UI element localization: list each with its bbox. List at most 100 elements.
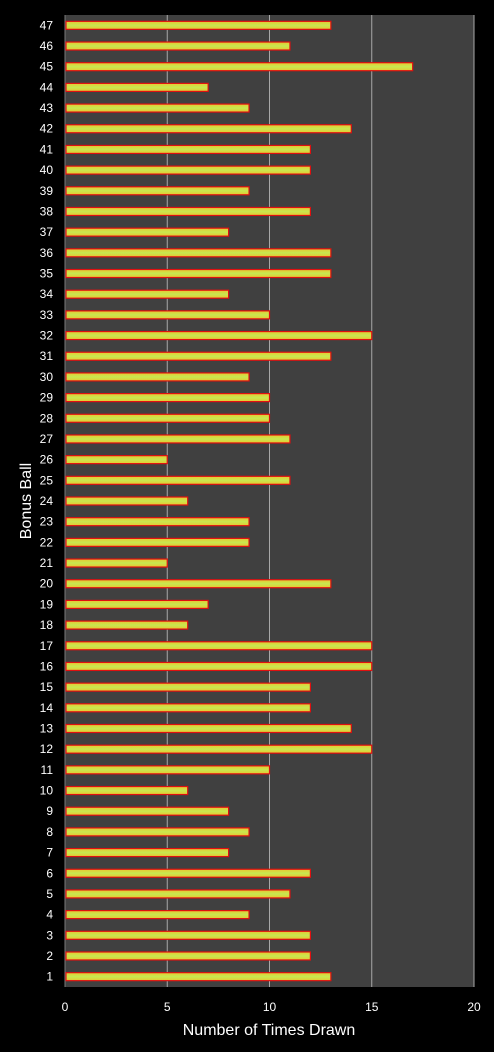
bar-ball-10 [65, 785, 189, 796]
bar-ball-34 [65, 289, 230, 299]
bar-ball-30 [65, 372, 250, 382]
y-tick-label: 32 [40, 329, 54, 343]
y-tick-label: 7 [46, 846, 53, 860]
bar-ball-47 [65, 20, 332, 30]
y-tick-label: 23 [40, 515, 54, 529]
x-tick-labels: 0 5 10 15 20 [62, 1000, 481, 1014]
bar-ball-36 [65, 248, 332, 258]
x-tick-label: 0 [62, 1000, 69, 1014]
bar-ball-11 [65, 765, 271, 775]
y-tick-label: 3 [46, 928, 53, 942]
y-tick-label: 44 [40, 80, 54, 94]
y-tick-label: 22 [40, 535, 54, 549]
y-tick-label: 33 [40, 308, 54, 322]
y-tick-label: 5 [46, 887, 53, 901]
x-tick-label: 20 [467, 1000, 481, 1014]
bar-ball-13 [65, 723, 352, 734]
y-tick-label: 19 [40, 597, 54, 611]
bar-ball-26 [65, 455, 168, 465]
bar-ball-4 [65, 910, 250, 920]
y-tick-label: 10 [40, 784, 54, 798]
bar-ball-31 [65, 351, 332, 361]
y-tick-label: 36 [40, 246, 54, 260]
bar-ball-37 [65, 227, 230, 237]
bar-ball-18 [65, 620, 189, 630]
bar-ball-39 [65, 186, 250, 196]
bar-ball-8 [65, 827, 250, 837]
y-tick-label: 27 [40, 432, 54, 446]
y-tick-label: 13 [40, 721, 54, 735]
y-tick-label: 46 [40, 39, 54, 53]
y-tick-label: 14 [40, 701, 54, 715]
y-tick-label: 9 [46, 804, 53, 818]
bar-ball-9 [65, 806, 230, 816]
y-tick-label: 41 [40, 142, 54, 156]
bar-ball-21 [65, 558, 168, 568]
y-tick-label: 2 [46, 949, 53, 963]
bar-ball-43 [65, 103, 250, 113]
bars [65, 20, 414, 982]
bar-ball-20 [65, 579, 332, 589]
y-tick-label: 26 [40, 453, 54, 467]
y-tick-label: 30 [40, 370, 54, 384]
y-tick-label: 15 [40, 680, 54, 694]
bar-ball-23 [65, 517, 250, 527]
bar-ball-35 [65, 268, 332, 279]
y-axis-title: Bonus Ball [18, 463, 35, 540]
x-tick-label: 10 [263, 1000, 277, 1014]
y-tick-label: 39 [40, 184, 54, 198]
bar-ball-41 [65, 144, 311, 155]
bar-ball-25 [65, 475, 291, 485]
gridlines [166, 15, 475, 987]
bar-ball-27 [65, 434, 291, 444]
bar-ball-3 [65, 930, 311, 940]
bar-ball-46 [65, 41, 291, 51]
y-tick-labels: 1234567891011121314151617181920212223242… [40, 18, 54, 983]
x-axis-title: Number of Times Drawn [183, 1022, 356, 1039]
bar-ball-6 [65, 868, 311, 878]
bar-ball-14 [65, 703, 311, 713]
y-tick-label: 24 [40, 494, 54, 508]
bar-ball-7 [65, 847, 230, 858]
bar-ball-24 [65, 496, 189, 506]
y-tick-label: 38 [40, 204, 54, 218]
bar-ball-5 [65, 889, 291, 899]
y-tick-label: 28 [40, 411, 54, 425]
y-tick-label: 42 [40, 122, 54, 136]
y-tick-label: 17 [40, 639, 54, 653]
y-tick-label: 37 [40, 225, 54, 239]
y-tick-label: 8 [46, 825, 53, 839]
bar-ball-28 [65, 413, 271, 423]
bar-ball-29 [65, 392, 271, 403]
bar-ball-15 [65, 682, 311, 692]
y-tick-label: 12 [40, 742, 54, 756]
y-tick-label: 45 [40, 60, 54, 74]
y-tick-label: 18 [40, 618, 54, 632]
y-tick-label: 25 [40, 473, 54, 487]
bar-ball-2 [65, 951, 311, 961]
bar-ball-40 [65, 165, 311, 175]
bar-ball-19 [65, 599, 209, 610]
bar-ball-38 [65, 206, 311, 217]
bar-ball-42 [65, 124, 352, 134]
bar-ball-45 [65, 62, 414, 72]
bar-ball-22 [65, 537, 250, 547]
y-tick-label: 6 [46, 866, 53, 880]
bar-ball-17 [65, 641, 373, 651]
y-tick-label: 47 [40, 18, 54, 32]
bar-ball-33 [65, 310, 271, 320]
y-tick-label: 11 [41, 763, 54, 777]
bar-ball-1 [65, 972, 332, 982]
y-tick-label: 16 [40, 659, 54, 673]
y-tick-label: 31 [40, 349, 54, 363]
y-tick-label: 1 [46, 970, 53, 984]
bar-ball-32 [65, 330, 373, 341]
y-tick-label: 4 [46, 908, 53, 922]
y-tick-label: 34 [40, 287, 54, 301]
y-tick-label: 20 [40, 577, 54, 591]
x-tick-label: 5 [164, 1000, 171, 1014]
y-tick-label: 21 [40, 556, 54, 570]
x-tick-label: 15 [365, 1000, 379, 1014]
y-tick-label: 43 [40, 101, 54, 115]
